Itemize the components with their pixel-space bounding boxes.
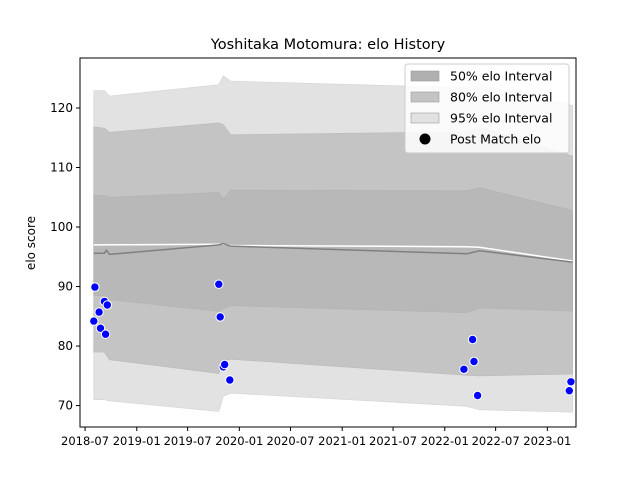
post-match-point <box>469 356 479 367</box>
post-match-points <box>89 279 576 401</box>
post-match-point <box>90 282 100 292</box>
post-match-point <box>214 279 224 289</box>
post-match-point <box>472 390 483 401</box>
plot-frame <box>79 57 577 428</box>
legend: 50% elo Interval 80% elo Interval 95% elo … <box>404 63 570 154</box>
post-match-point <box>467 334 478 345</box>
post-match-point <box>566 377 576 387</box>
legend-box <box>404 63 570 154</box>
chart-title: Yoshitaka Motomura: elo History <box>210 37 446 53</box>
post-match-point <box>215 312 225 322</box>
y-tick-label: 80 <box>58 339 73 353</box>
x-tick-label: 2020-01 <box>215 434 263 448</box>
post-match-point <box>95 323 106 333</box>
legend-marker <box>419 133 431 145</box>
elo-lines <box>93 242 573 263</box>
x-tick-label: 2018-07 <box>61 434 109 448</box>
x-tick-label: 2021-07 <box>369 434 417 448</box>
legend-swatch <box>410 70 440 82</box>
y-axis-ticks: 70 80 90 100 110 120 <box>50 101 80 413</box>
interval-bands <box>93 75 573 413</box>
post-match-point <box>220 359 230 370</box>
legend-label: 95% elo Interval <box>450 111 552 126</box>
y-tick-label: 100 <box>50 220 73 234</box>
x-tick-label: 2019-07 <box>164 434 212 448</box>
y-axis-label: elo score <box>24 216 38 270</box>
post-match-point <box>89 316 99 326</box>
legend-label: 50% elo Interval <box>450 69 552 84</box>
x-axis-ticks: 2018-07 2019-01 2019-07 2020-01 2020-07 2021-… <box>61 427 571 448</box>
legend-swatch <box>410 112 440 124</box>
x-tick-label: 2022-01 <box>421 434 469 448</box>
post-match-point <box>94 307 104 317</box>
y-tick-label: 90 <box>58 280 73 294</box>
legend-label: Post Match elo <box>450 132 541 147</box>
y-tick-label: 110 <box>50 161 73 175</box>
post-match-point <box>564 386 574 396</box>
post-match-point <box>100 329 111 339</box>
x-tick-label: 2023-01 <box>523 434 571 448</box>
x-tick-label: 2021-01 <box>318 434 366 448</box>
band-50 <box>93 187 573 314</box>
post-match-point <box>459 364 469 374</box>
post-match-point <box>102 300 113 310</box>
x-tick-label: 2019-01 <box>113 434 161 448</box>
x-tick-label: 2022-07 <box>472 434 520 448</box>
elo-line-1 <box>93 242 573 263</box>
legend-swatch <box>410 91 440 103</box>
x-tick-label: 2020-07 <box>266 434 314 448</box>
y-tick-label: 70 <box>58 399 73 413</box>
y-tick-label: 120 <box>50 101 73 115</box>
legend-label: 80% elo Interval <box>450 90 552 105</box>
post-match-point <box>225 375 235 385</box>
